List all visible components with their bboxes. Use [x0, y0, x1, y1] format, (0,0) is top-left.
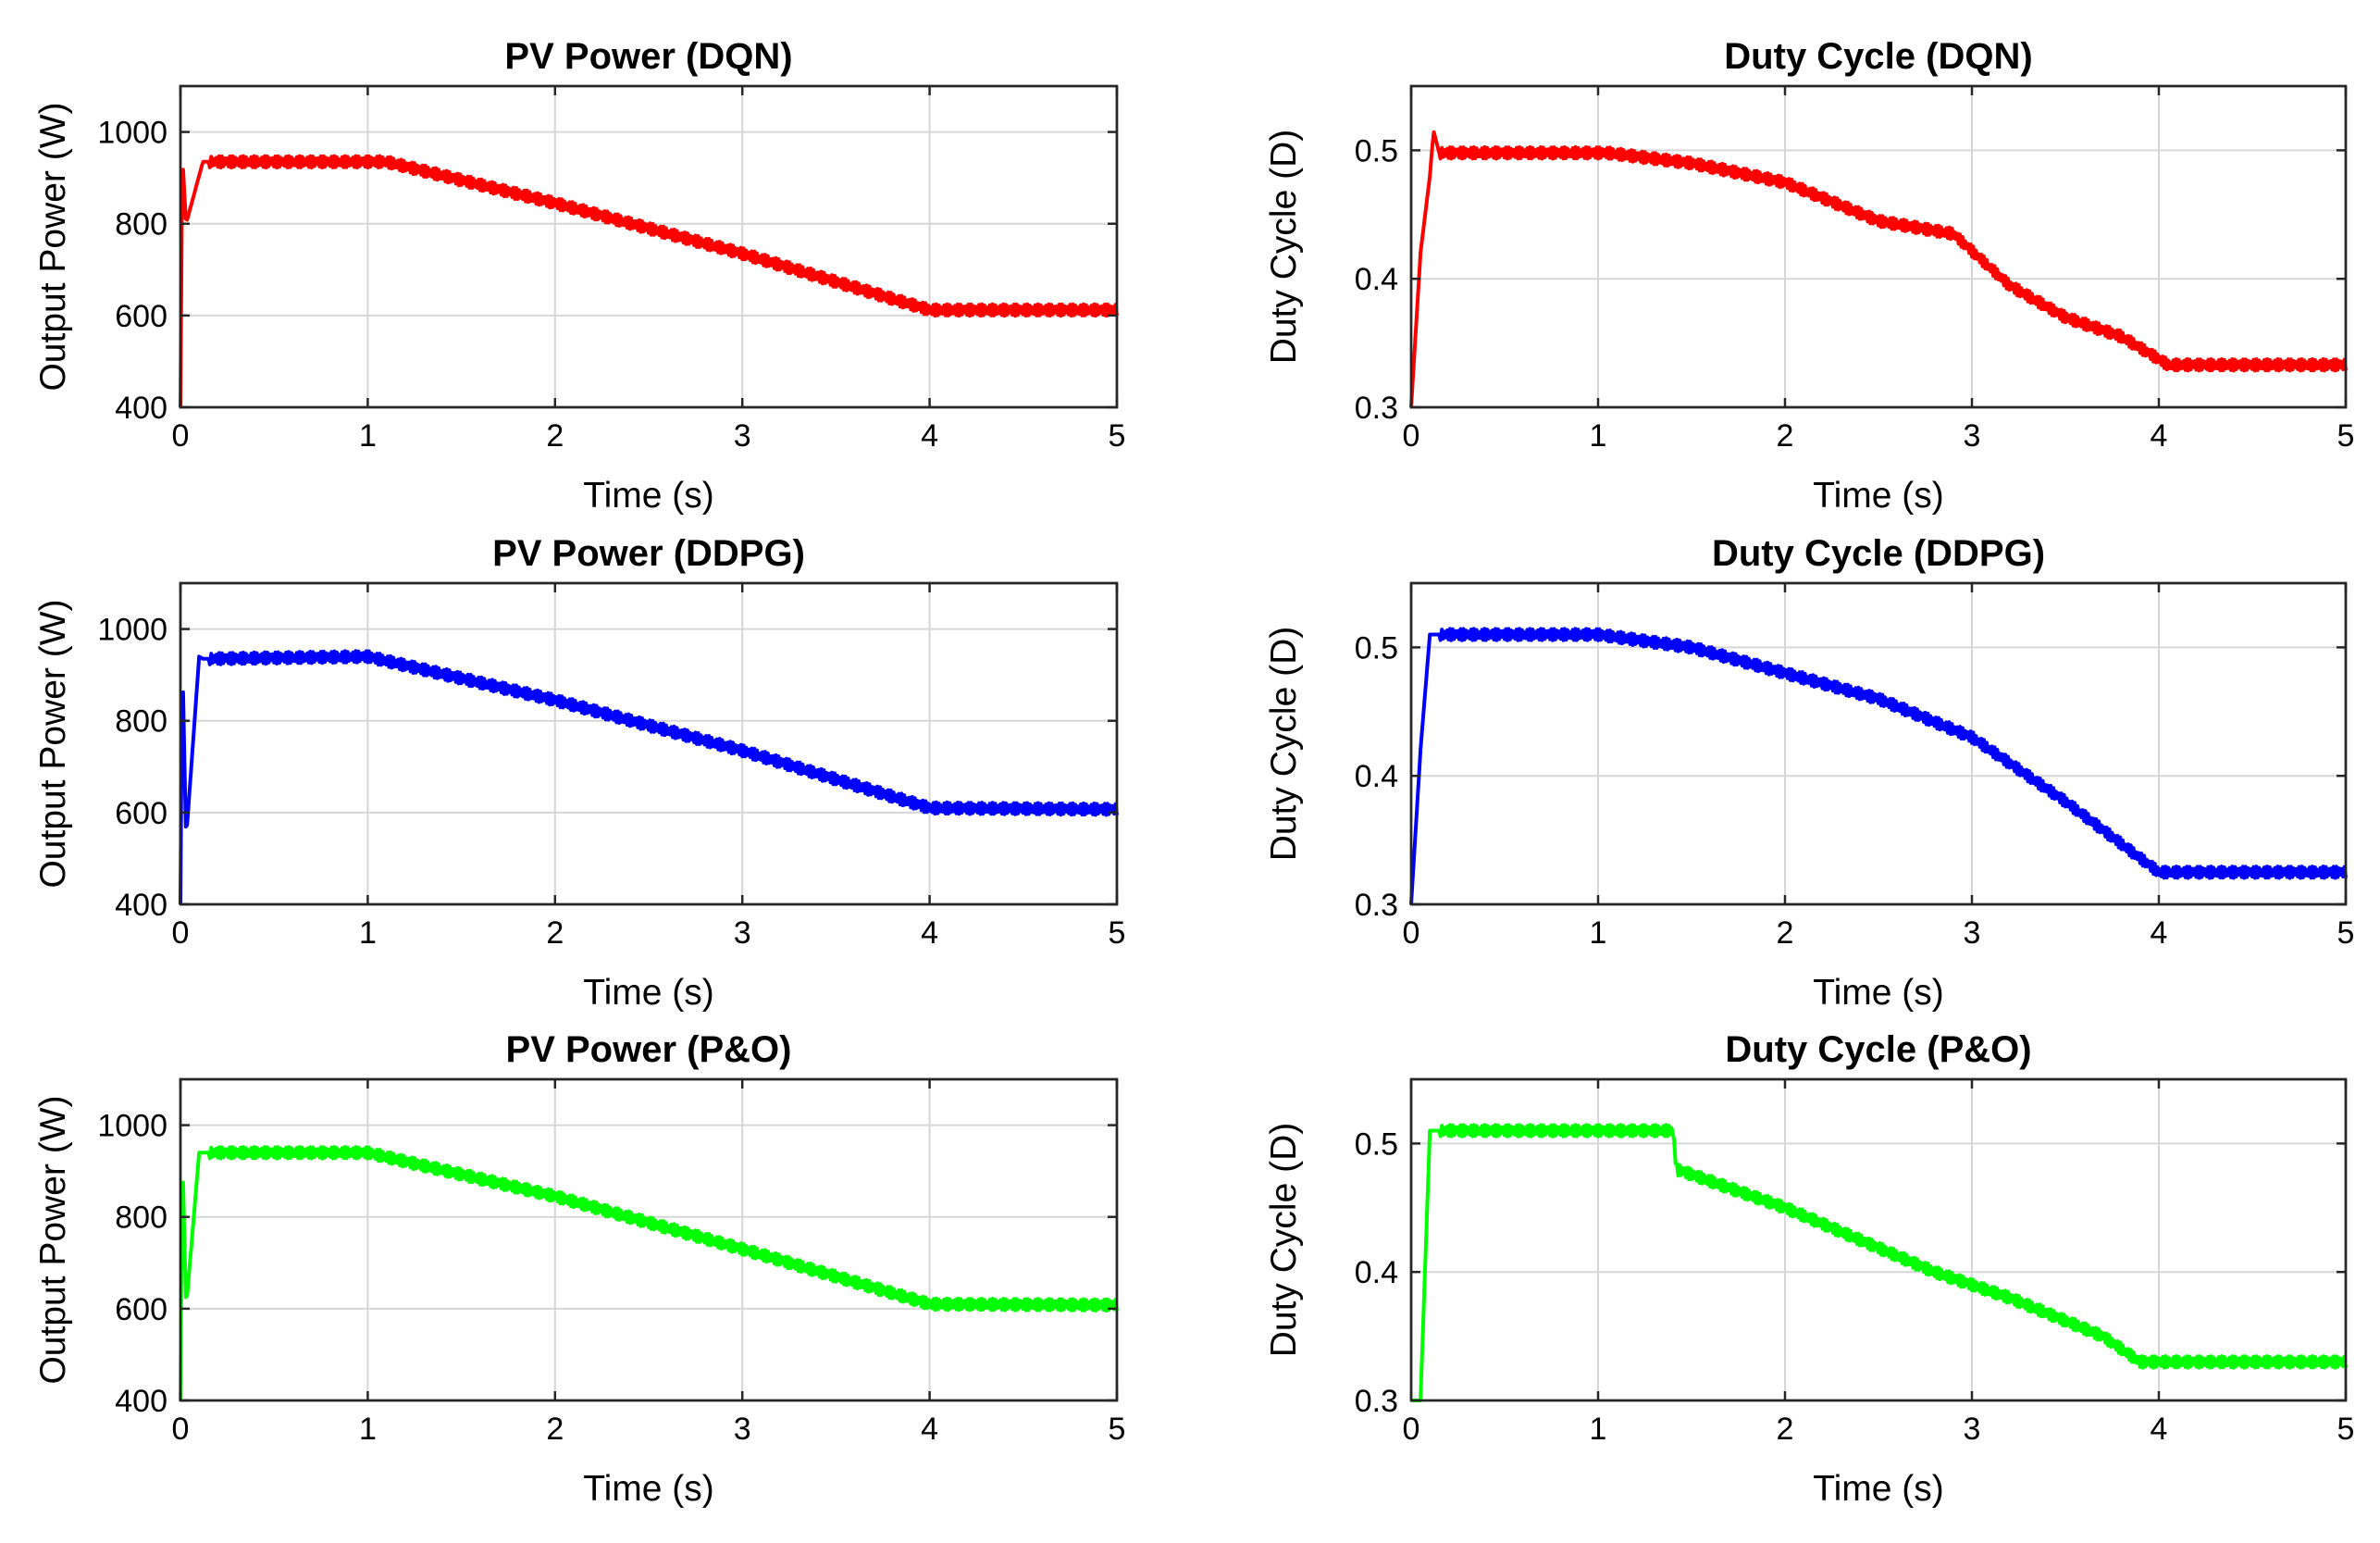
plot-border — [179, 1077, 1119, 1402]
chart-title: PV Power (P&O) — [506, 1029, 792, 1070]
x-tick-label: 1 — [1590, 915, 1607, 951]
y-tick-label: 800 — [115, 1201, 167, 1236]
x-tick-label: 2 — [546, 418, 564, 454]
x-tick-label: 2 — [546, 1412, 564, 1447]
y-tick-label: 400 — [115, 391, 167, 426]
y-tick-label: 0.4 — [1355, 1255, 1398, 1290]
x-axis-label: Time (s) — [583, 476, 714, 516]
plot-area — [179, 1077, 1119, 1402]
chart-title: PV Power (DQN) — [504, 36, 792, 77]
x-tick-label: 1 — [1590, 418, 1607, 454]
x-tick-label: 5 — [1109, 915, 1126, 951]
x-tick-label: 1 — [359, 418, 377, 454]
x-tick-label: 0 — [172, 418, 190, 454]
x-tick-label: 2 — [546, 915, 564, 951]
x-tick-label: 5 — [1109, 418, 1126, 454]
y-axis-label: Duty Cycle (D) — [1264, 1123, 1304, 1358]
y-tick-label: 600 — [115, 796, 167, 831]
y-tick-label: 400 — [115, 888, 167, 923]
plot-border — [179, 84, 1119, 409]
x-axis-label: Time (s) — [1813, 1469, 1944, 1509]
series-line — [1409, 130, 2348, 408]
x-tick-label: 4 — [2151, 915, 2168, 951]
y-tick-label: 600 — [115, 299, 167, 334]
y-axis-label: Duty Cycle (D) — [1264, 130, 1304, 365]
chart-title: Duty Cycle (P&O) — [1725, 1029, 2031, 1070]
y-tick-label: 0.3 — [1355, 391, 1398, 426]
y-tick-label: 0.4 — [1355, 759, 1398, 794]
plot-border — [1409, 1077, 2348, 1402]
y-tick-label: 1000 — [97, 116, 167, 151]
y-tick-label: 1000 — [97, 1109, 167, 1144]
series-line — [179, 1145, 1119, 1401]
y-axis-label: Output Power (W) — [33, 599, 73, 888]
chart-panel: 0 1 2 3 4 5 400 600 800 1000 PV Power (DDPG) Time (… — [33, 533, 1125, 1013]
y-tick-label: 800 — [115, 704, 167, 740]
series-line — [179, 154, 1119, 408]
y-axis-label: Duty Cycle (D) — [1264, 627, 1304, 862]
x-tick-label: 0 — [172, 915, 190, 951]
plot-border — [1409, 84, 2348, 409]
x-tick-label: 3 — [1964, 915, 1981, 951]
y-tick-label: 0.5 — [1355, 630, 1398, 666]
series-line — [179, 649, 1119, 905]
chart-panel: 0 1 2 3 4 5 0.3 0.4 0.5 Duty Cycle (DDPG) Time (s)… — [1264, 533, 2354, 1013]
chart-title: Duty Cycle (DQN) — [1724, 36, 2032, 77]
chart-title: PV Power (DDPG) — [492, 533, 805, 574]
plot-area — [1409, 84, 2348, 409]
y-tick-label: 0.3 — [1355, 1384, 1398, 1419]
x-axis-label: Time (s) — [1813, 476, 1944, 516]
x-tick-label: 0 — [1403, 1412, 1420, 1447]
x-tick-label: 3 — [734, 418, 751, 454]
x-tick-label: 0 — [1403, 418, 1420, 454]
x-tick-label: 3 — [734, 1412, 751, 1447]
x-tick-label: 3 — [1964, 1412, 1981, 1447]
chart-panel: 0 1 2 3 4 5 0.3 0.4 0.5 Duty Cycle (P&O) Time (s) D… — [1264, 1029, 2354, 1509]
x-tick-label: 0 — [1403, 915, 1420, 951]
chart-panel: 0 1 2 3 4 5 400 600 800 1000 PV Power (P&O) Time (s… — [33, 1029, 1125, 1509]
x-tick-label: 1 — [359, 915, 377, 951]
x-tick-label: 0 — [172, 1412, 190, 1447]
x-tick-label: 2 — [1777, 418, 1794, 454]
x-tick-label: 1 — [1590, 1412, 1607, 1447]
y-tick-label: 1000 — [97, 613, 167, 648]
x-tick-label: 2 — [1777, 915, 1794, 951]
y-tick-label: 0.4 — [1355, 262, 1398, 297]
x-axis-label: Time (s) — [1813, 973, 1944, 1013]
x-tick-label: 5 — [2337, 915, 2355, 951]
x-tick-label: 5 — [2337, 418, 2355, 454]
x-tick-label: 2 — [1777, 1412, 1794, 1447]
y-tick-label: 0.5 — [1355, 133, 1398, 168]
x-tick-label: 1 — [359, 1412, 377, 1447]
x-tick-label: 4 — [921, 915, 938, 951]
x-tick-label: 4 — [2151, 1412, 2168, 1447]
x-tick-label: 4 — [2151, 418, 2168, 454]
x-axis-label: Time (s) — [583, 1469, 714, 1509]
plot-area — [179, 581, 1119, 906]
y-axis-label: Output Power (W) — [33, 102, 73, 391]
x-tick-label: 3 — [1964, 418, 1981, 454]
y-tick-label: 600 — [115, 1292, 167, 1327]
y-tick-label: 400 — [115, 1384, 167, 1419]
y-tick-label: 0.3 — [1355, 888, 1398, 923]
y-axis-label: Output Power (W) — [33, 1095, 73, 1384]
series-line — [1409, 627, 2348, 905]
x-tick-label: 5 — [1109, 1412, 1126, 1447]
chart-title: Duty Cycle (DDPG) — [1712, 533, 2045, 574]
plot-border — [1409, 581, 2348, 906]
x-tick-label: 4 — [921, 418, 938, 454]
x-tick-label: 3 — [734, 915, 751, 951]
plot-area — [179, 84, 1119, 409]
x-axis-label: Time (s) — [583, 973, 714, 1013]
y-tick-label: 800 — [115, 207, 167, 243]
x-tick-label: 4 — [921, 1412, 938, 1447]
chart-panel: 0 1 2 3 4 5 0.3 0.4 0.5 Duty Cycle (DQN) Time (s) D… — [1264, 36, 2354, 516]
series-line — [1410, 1123, 2348, 1402]
y-tick-label: 0.5 — [1355, 1126, 1398, 1162]
x-tick-label: 5 — [2337, 1412, 2355, 1447]
plot-border — [179, 581, 1119, 906]
chart-panel: 0 1 2 3 4 5 400 600 800 1000 PV Power (DQN) Time (s… — [33, 36, 1125, 516]
